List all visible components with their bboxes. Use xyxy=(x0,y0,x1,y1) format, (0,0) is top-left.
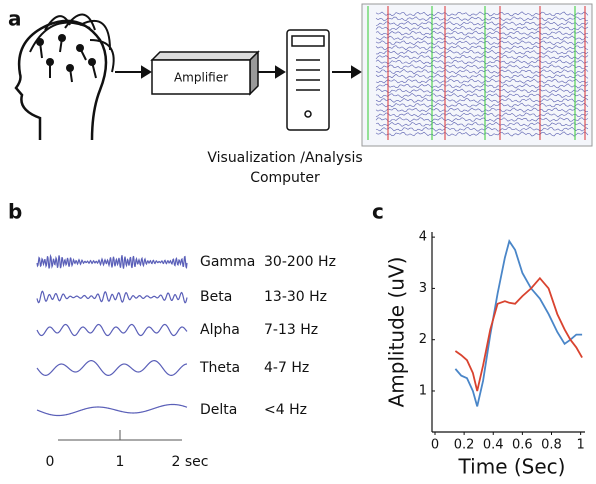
eeg-trace xyxy=(375,126,589,132)
x-tick-label: 0.6 xyxy=(512,438,533,453)
computer-caption: Computer xyxy=(250,170,320,186)
wave xyxy=(36,360,188,376)
y-axis-label: Amplitude (uV) xyxy=(385,257,409,408)
eeg-trace xyxy=(375,21,589,27)
wave xyxy=(36,290,188,304)
eeg-trace xyxy=(375,30,589,36)
wave-band: <4 Hz xyxy=(264,402,307,418)
line-series xyxy=(454,239,583,407)
wave xyxy=(36,253,188,269)
eeg-trace xyxy=(375,93,588,99)
x-tick-label: 0.8 xyxy=(541,438,562,453)
y-tick-label: 3 xyxy=(419,281,427,296)
eeg-trace xyxy=(375,25,589,31)
wave-band: 7-13 Hz xyxy=(264,322,318,338)
wave-band: 13-30 Hz xyxy=(264,289,327,305)
wave xyxy=(36,403,188,417)
wave-name: Beta xyxy=(200,289,232,305)
panel-label: c xyxy=(372,200,384,224)
computer-tower xyxy=(286,29,330,131)
eeg-trace xyxy=(375,16,588,22)
eeg-trace xyxy=(375,35,589,41)
time-tick-label: 1 xyxy=(116,454,125,470)
eeg-trace xyxy=(375,131,589,137)
eeg-trace xyxy=(375,83,589,89)
x-tick-label: 1 xyxy=(576,438,584,453)
eeg-trace xyxy=(375,64,589,70)
eeg-trace xyxy=(375,54,589,60)
x-axis-label: Time (Sec) xyxy=(458,455,566,479)
wave-name: Alpha xyxy=(200,322,240,338)
y-tick-label: 1 xyxy=(419,383,427,398)
amplifier-box xyxy=(150,50,260,96)
head-drawing xyxy=(14,13,115,141)
eeg-trace xyxy=(375,11,589,17)
amplifier-label: Amplifier xyxy=(174,71,228,85)
panel-label: b xyxy=(8,200,22,224)
eeg-trace xyxy=(375,73,589,79)
eeg-trace xyxy=(375,117,589,123)
panel-label: a xyxy=(8,7,22,31)
eeg-trace xyxy=(375,107,589,113)
y-tick-label: 2 xyxy=(419,332,427,347)
wave-band: 30-200 Hz xyxy=(264,254,336,270)
arrows xyxy=(115,65,362,79)
eeg-trace xyxy=(375,78,589,84)
x-tick-label: 0.2 xyxy=(454,438,475,453)
wave-name: Gamma xyxy=(200,254,255,270)
eeg-trace xyxy=(375,59,589,65)
x-tick-label: 0 xyxy=(431,438,439,453)
x-tick-label: 0.4 xyxy=(483,438,504,453)
wave-name: Theta xyxy=(199,360,240,376)
time-tick-label: 0 xyxy=(46,454,55,470)
eeg-trace xyxy=(375,102,589,108)
time-tick-label: 2 sec xyxy=(172,454,209,470)
eeg-trace xyxy=(375,121,589,127)
eeg-screenshot xyxy=(361,3,593,147)
eeg-trace xyxy=(375,97,589,103)
eeg-trace xyxy=(375,40,589,46)
wave-band: 4-7 Hz xyxy=(264,360,309,376)
eeg-trace xyxy=(375,88,589,94)
wave-name: Delta xyxy=(200,402,237,418)
y-tick-label: 4 xyxy=(419,230,427,245)
eeg-trace xyxy=(375,69,589,75)
wave xyxy=(36,323,188,337)
eeg-trace xyxy=(375,45,589,51)
eeg-trace xyxy=(375,112,589,118)
line-series xyxy=(454,276,583,392)
eeg-trace xyxy=(376,49,589,55)
computer-caption: Visualization /Analysis xyxy=(207,150,362,166)
